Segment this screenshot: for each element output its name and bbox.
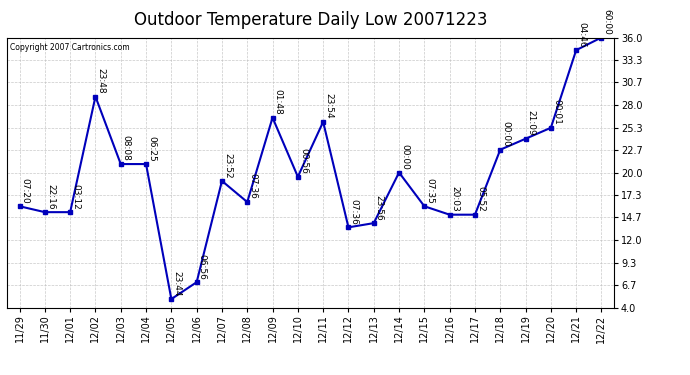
Text: 07:35: 07:35 bbox=[426, 178, 435, 204]
Text: 00:01: 00:01 bbox=[552, 99, 561, 125]
Text: 08:08: 08:08 bbox=[122, 135, 131, 161]
Text: 07:36: 07:36 bbox=[248, 173, 257, 199]
Text: 23:54: 23:54 bbox=[324, 93, 333, 119]
Text: 21:09: 21:09 bbox=[526, 110, 535, 136]
Text: 04:46: 04:46 bbox=[578, 22, 586, 47]
Text: 00:00: 00:00 bbox=[502, 121, 511, 147]
Text: 22:16: 22:16 bbox=[46, 184, 55, 209]
Text: 07:36: 07:36 bbox=[350, 199, 359, 225]
Text: Outdoor Temperature Daily Low 20071223: Outdoor Temperature Daily Low 20071223 bbox=[134, 11, 487, 29]
Text: 23:56: 23:56 bbox=[375, 195, 384, 220]
Text: 23:48: 23:48 bbox=[97, 68, 106, 94]
Text: 03:12: 03:12 bbox=[71, 184, 80, 209]
Text: 60:00: 60:00 bbox=[602, 9, 611, 35]
Text: 00:00: 00:00 bbox=[400, 144, 409, 170]
Text: 00:56: 00:56 bbox=[299, 148, 308, 174]
Text: 23:52: 23:52 bbox=[223, 153, 232, 178]
Text: 01:48: 01:48 bbox=[274, 89, 283, 115]
Text: 05:52: 05:52 bbox=[476, 186, 485, 212]
Text: 23:44: 23:44 bbox=[172, 271, 181, 296]
Text: 06:25: 06:25 bbox=[147, 135, 156, 161]
Text: 07:20: 07:20 bbox=[21, 178, 30, 204]
Text: 06:56: 06:56 bbox=[198, 254, 207, 279]
Text: Copyright 2007 Cartronics.com: Copyright 2007 Cartronics.com bbox=[10, 43, 130, 52]
Text: 20:03: 20:03 bbox=[451, 186, 460, 212]
